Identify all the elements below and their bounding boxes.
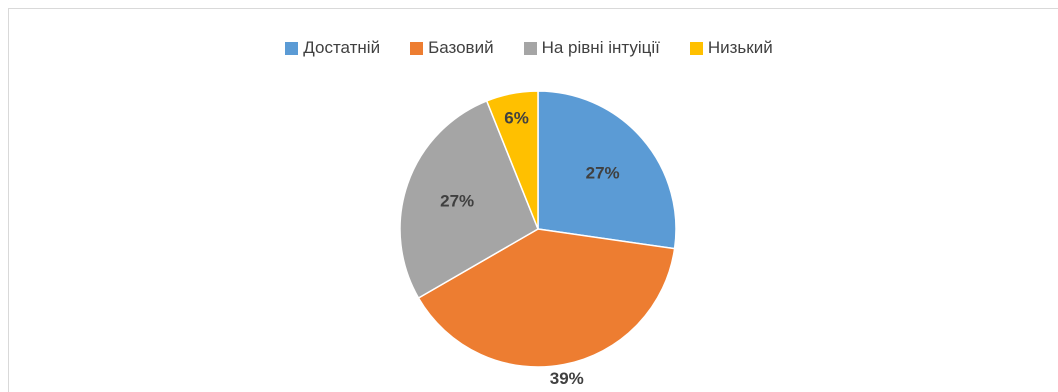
- pie-slice-intuitsii: [399, 99, 539, 300]
- pie-label-intuitsii: 27%: [440, 192, 474, 211]
- legend-item-intuitsii: На рівні інтуіції: [523, 38, 660, 58]
- legend-label-bazovyi: Базовий: [428, 38, 494, 57]
- legend-swatch-intuitsii: [523, 41, 537, 55]
- legend-swatch-bazovyi: [410, 41, 424, 55]
- pie-label-bazovyi: 39%: [550, 369, 584, 388]
- legend-swatch-nyzkyi: [689, 41, 703, 55]
- legend-label-dostatnii: Достатній: [303, 38, 381, 57]
- legend-label-nyzkyi: Низький: [707, 38, 773, 57]
- pie-label-nyzkyi: 6%: [504, 108, 529, 127]
- pie-slice-bazovyi: [417, 228, 676, 368]
- legend-label-intuitsii: На рівні інтуіції: [541, 38, 660, 57]
- legend-item-bazovyi: Базовий: [410, 38, 494, 58]
- pie-slice-nyzkyi: [485, 90, 539, 230]
- pie-label-dostatnii: 27%: [586, 163, 620, 182]
- legend-item-dostatnii: Достатній: [285, 38, 380, 58]
- pie-slice-dostatnii: [537, 90, 677, 250]
- chart-legend: Достатній Базовий На рівні інтуіції Низь…: [0, 38, 1058, 58]
- legend-swatch-dostatnii: [285, 41, 299, 55]
- legend-item-nyzkyi: Низький: [689, 38, 773, 58]
